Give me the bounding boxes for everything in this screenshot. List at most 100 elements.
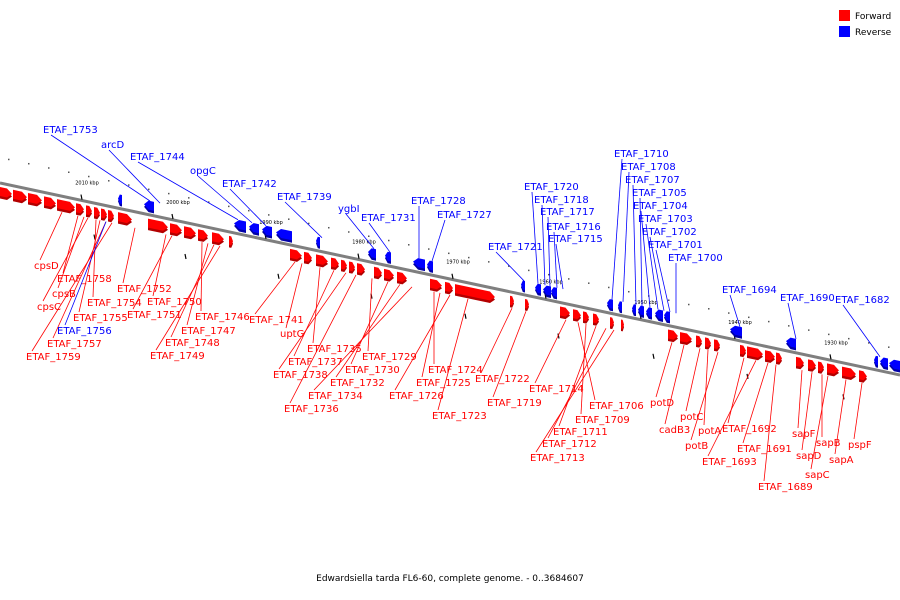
forward-leader-line [132,235,173,310]
forward-leader-line [57,216,85,289]
forward-gene-label: ETAF_1736 [284,404,339,415]
forward-leader-line [797,370,803,429]
forward-leader-line [580,323,587,415]
gene-arrow [76,203,84,214]
axis-dot [168,192,170,195]
gene-arrow [28,192,42,204]
forward-leader-line [92,219,97,298]
gene-arrow [331,257,339,268]
gene-arrow [198,229,208,240]
scale-tick [652,353,655,359]
scale-label: 2000 kbp [166,200,190,206]
gene-arrow [655,309,663,320]
gene-arrow [593,313,599,324]
forward-gene-label: ETAF_1725 [416,378,471,389]
reverse-gene-label: ETAF_1756 [57,326,112,337]
scale-label: 1930 kbp [824,340,848,346]
forward-leader-line [834,379,847,455]
gene-arrow [94,207,100,217]
forward-leader-line [278,272,347,370]
forward-leader-line [535,329,615,453]
forward-gene-label: cadB3 [659,425,690,436]
gene-arrow [445,281,453,292]
scale-label: 1970 kbp [446,260,470,266]
forward-leader-line [480,308,513,374]
gene-arrow [535,283,541,294]
forward-gene-label: potA [698,426,721,437]
axis-dots [8,158,890,348]
forward-leader-line [801,372,813,451]
forward-gene-label: pspF [848,440,872,451]
axis-dot [628,290,630,293]
forward-leader-line [31,222,113,352]
gene-arrow [212,232,224,243]
reverse-gene-label: ETAF_1705 [632,188,687,199]
forward-leader-line [293,270,335,357]
gene-arrow [144,200,154,211]
reverse-gene-label: arcD [101,140,125,151]
forward-leader-line [685,348,701,412]
forward-gene-label: sapD [796,451,822,462]
forward-gene-label: ETAF_1757 [47,339,102,350]
forward-leader-line [707,360,757,457]
axis-dot [528,269,530,272]
gene-arrow [0,187,12,198]
axis-dot [68,171,70,174]
forward-gene-label: ETAF_1759 [26,352,81,363]
axis-dot [348,231,350,233]
axis-dot [828,333,830,336]
gene-arrow [234,219,246,231]
reverse-gene-label: ETAF_1739 [277,192,332,203]
reverse-gene-label: ETAF_1682 [835,295,890,306]
reverse-gene-label: ETAF_1744 [130,152,185,163]
axis-dot [848,337,850,340]
axis-dot [508,265,510,267]
gene-arrow [57,199,75,211]
forward-gene-label: ETAF_1758 [57,274,112,285]
reverse-gene-label: ETAF_1742 [222,179,277,190]
scale-tick [451,273,454,279]
forward-gene-label: ETAF_1746 [195,312,250,323]
gene-arrow [730,325,742,337]
reverse-gene-label: ETAF_1703 [638,214,693,225]
gene-arrow [249,223,259,234]
reverse-leader-line [431,219,446,262]
forward-gene-label: ETAF_1749 [150,351,205,362]
forward-gene-label: sapA [829,455,854,466]
forward-gene-label: ETAF_1752 [117,284,172,295]
forward-gene-label: ETAF_1737 [288,357,343,368]
forward-leader-line [703,350,709,426]
reverse-leader-line [639,197,643,306]
reverse-gene-label: ETAF_1707 [625,175,680,186]
forward-leader-line [289,274,357,404]
gene-arrow [276,228,292,241]
forward-gene-label: ETAF_1732 [330,378,385,389]
forward-gene-label: ETAF_1755 [73,313,128,324]
forward-genes [0,187,867,383]
forward-leader-line [122,227,136,284]
gene-arrow [170,223,182,234]
legend-label: Forward [855,12,891,22]
forward-leader-line [742,362,769,444]
gene-arrow [607,299,613,309]
scale-tick [277,273,280,279]
axis-dot [808,329,810,331]
gene-arrow [118,194,122,205]
forward-leader-line [312,267,321,344]
gene-arrow [108,210,114,220]
gene-arrow [796,356,804,367]
axis-dot [468,256,470,259]
reverse-gene-label: ETAF_1727 [437,210,492,221]
reverse-leader-line [108,149,161,204]
forward-gene-label: ETAF_1722 [475,374,530,385]
forward-leader-line [534,319,567,384]
gene-arrow [889,359,900,370]
gene-arrow [808,359,816,370]
gene-arrow [551,287,557,297]
gene-arrow [680,332,692,343]
reverse-leader-line [655,249,671,313]
forward-leader-line [350,281,389,365]
forward-gene-label: ETAF_1741 [249,315,304,326]
forward-gene-label: ETAF_1692 [722,424,777,435]
